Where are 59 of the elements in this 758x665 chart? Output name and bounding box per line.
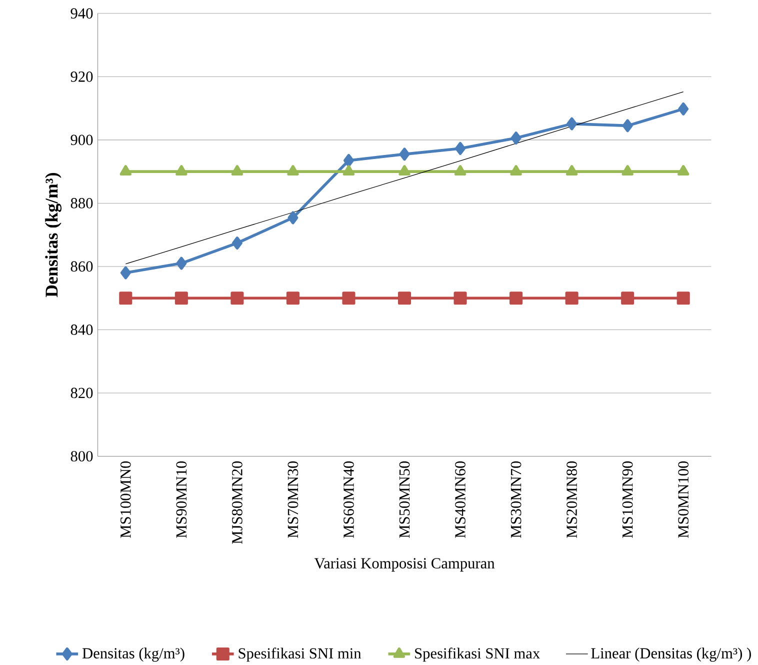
point [622,118,633,132]
x-tick-label: MS10MN90 [622,461,633,538]
x-tick-label: MS100MN0 [120,461,131,538]
y-tick-label: 880 [70,198,93,208]
point [566,117,578,130]
legend-label: Spesifikasi SNI max [415,647,540,662]
point [119,291,132,304]
point [454,164,466,176]
point [678,164,690,176]
x-axis-title: Variasi Komposisi Campuran [314,558,495,572]
point [678,102,689,116]
point [399,147,410,160]
point [232,236,242,250]
point [622,164,634,176]
y-axis-title: Densitas (kg/m³) [45,172,62,297]
point [676,291,690,304]
y-tick-label: 820 [70,388,93,398]
y-tick-label: 920 [70,71,93,82]
legend-label: Spesifikasi SNI min [238,647,362,662]
x-tick-label: MS90MN10 [176,461,187,538]
x-tick-label: MS60MN40 [344,461,354,538]
y-tick-label: 840 [70,324,93,335]
point [342,291,356,304]
point [120,266,131,280]
point [342,164,355,176]
y-tick-label: 900 [70,134,93,145]
point [120,164,132,176]
point [566,164,578,176]
x-tick-label: MS40MN60 [455,461,466,538]
point [565,291,578,304]
point [176,164,188,176]
x-tick-label: MS70MN30 [288,461,298,538]
point [287,164,299,176]
point [510,131,522,144]
point [510,164,522,176]
legend-label: Linear (Densitas (kg/m³) ) [591,647,751,662]
y-tick-label: 800 [70,450,93,462]
point [510,291,523,304]
point [621,291,634,304]
point [398,164,410,176]
x-tick-label: MS50MN50 [399,461,410,538]
line-series [125,91,684,264]
point [455,142,466,155]
point [176,256,187,270]
point [230,291,244,304]
x-tick-label: MS0MN100 [678,461,689,538]
x-tick-label: MJS80MN20 [232,461,242,544]
x-tick-label: MS30MN70 [510,461,522,538]
y-tick-label: 860 [70,261,93,272]
x-tick-label: MS20MN80 [566,461,577,538]
point [398,291,412,304]
point [231,164,244,176]
point [286,291,300,304]
legend-label: Densitas (kg/m³) [82,647,184,662]
point [174,291,188,304]
y-tick-label: 940 [70,8,93,18]
point [343,154,354,167]
point [454,291,467,304]
point [288,211,298,224]
